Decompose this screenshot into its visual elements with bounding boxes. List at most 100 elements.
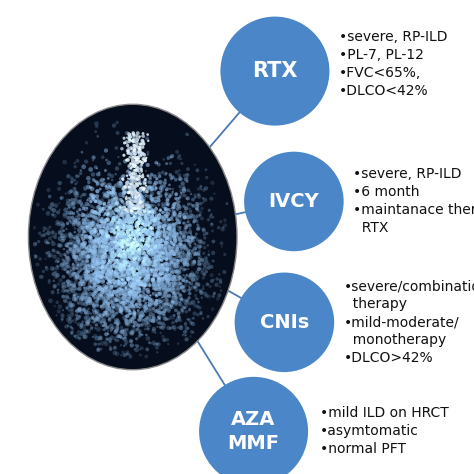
Point xyxy=(179,308,186,316)
Point xyxy=(103,236,110,244)
Point xyxy=(152,210,160,217)
Point xyxy=(85,268,93,275)
Point xyxy=(60,227,67,235)
Point xyxy=(89,260,96,268)
Point xyxy=(210,237,217,245)
Point xyxy=(182,258,189,266)
Point xyxy=(50,247,57,255)
Point xyxy=(168,299,176,306)
Point xyxy=(183,130,191,138)
Point xyxy=(161,266,169,274)
Point xyxy=(184,315,191,323)
Point xyxy=(118,272,126,279)
Point xyxy=(67,301,75,309)
Point xyxy=(79,249,87,256)
Point xyxy=(128,133,135,141)
Point xyxy=(132,278,140,285)
Point xyxy=(123,179,131,187)
Point xyxy=(128,265,135,273)
Point xyxy=(114,271,121,279)
Point xyxy=(194,221,201,229)
Point xyxy=(126,351,134,358)
Point xyxy=(199,315,207,322)
Point xyxy=(143,319,150,326)
Text: •asymtomatic: •asymtomatic xyxy=(320,424,419,438)
Point xyxy=(95,255,103,263)
Point xyxy=(64,278,71,285)
Point xyxy=(86,223,94,230)
Point xyxy=(134,175,141,182)
Point xyxy=(100,317,108,324)
Point xyxy=(138,201,146,208)
Point xyxy=(103,236,110,243)
Point xyxy=(115,292,122,300)
Point xyxy=(149,231,157,239)
Point xyxy=(109,190,117,197)
Point xyxy=(129,238,137,246)
Point xyxy=(154,247,161,255)
Point xyxy=(117,247,125,255)
Point xyxy=(131,280,138,288)
Point xyxy=(91,209,99,217)
Point xyxy=(126,291,133,299)
Point xyxy=(126,291,133,298)
Point xyxy=(106,287,113,294)
Point xyxy=(157,261,164,268)
Point xyxy=(135,201,142,209)
Point xyxy=(75,248,82,256)
Point xyxy=(128,193,136,201)
Point xyxy=(95,340,103,348)
Point xyxy=(104,311,111,319)
Point xyxy=(155,306,163,314)
Point xyxy=(164,279,171,287)
Point xyxy=(61,287,68,294)
Point xyxy=(66,202,73,210)
Point xyxy=(161,225,168,233)
Point xyxy=(128,236,136,243)
Point xyxy=(132,301,140,309)
Point xyxy=(106,279,113,287)
Point xyxy=(77,167,85,174)
Point xyxy=(80,295,87,302)
Point xyxy=(181,256,188,264)
Point xyxy=(109,254,117,261)
Point xyxy=(205,292,212,300)
Point xyxy=(51,282,59,290)
Point xyxy=(167,302,174,310)
Point xyxy=(128,260,136,267)
Point xyxy=(170,258,178,266)
Point xyxy=(117,246,124,253)
Point xyxy=(125,134,132,142)
Point xyxy=(170,289,178,296)
Point xyxy=(111,311,118,319)
Point xyxy=(181,256,189,264)
Point xyxy=(193,205,201,213)
Point xyxy=(118,328,125,336)
Point xyxy=(136,206,143,213)
Point xyxy=(128,259,135,266)
Point xyxy=(197,261,204,268)
Point xyxy=(112,270,120,277)
Point xyxy=(192,283,200,291)
Point xyxy=(100,219,108,227)
Point xyxy=(101,308,109,316)
Point xyxy=(145,257,152,264)
Point xyxy=(131,142,138,149)
Point xyxy=(66,189,73,196)
Point xyxy=(167,173,174,180)
Point xyxy=(145,325,152,333)
Point xyxy=(82,228,90,236)
Point xyxy=(186,285,194,292)
Point xyxy=(101,235,109,242)
Point xyxy=(197,243,205,250)
Point xyxy=(155,309,163,316)
Point xyxy=(133,276,140,283)
Point xyxy=(61,297,69,305)
Point xyxy=(125,282,132,290)
Point xyxy=(132,154,140,161)
Point xyxy=(78,202,85,210)
Point xyxy=(91,254,98,261)
Point xyxy=(100,267,107,274)
Point xyxy=(127,197,134,204)
Point xyxy=(217,278,224,286)
